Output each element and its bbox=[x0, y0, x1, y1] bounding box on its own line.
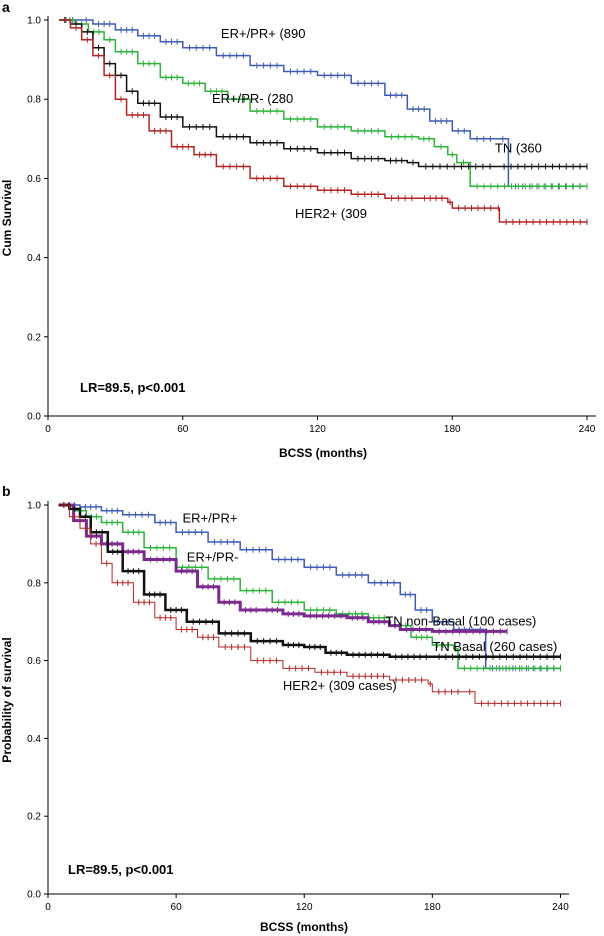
y-axis-label-b: Probability of survival bbox=[0, 637, 14, 762]
series-label-b-1: ER+/PR- bbox=[187, 549, 239, 564]
series-label-b-0: ER+/PR+ bbox=[183, 511, 238, 526]
y-tick-label: 0.8 bbox=[27, 95, 41, 106]
series-label-b-2: TN non-Basal (100 cases) bbox=[385, 614, 536, 629]
series-label-a-2: TN (360 bbox=[495, 141, 542, 156]
x-tick-label: 240 bbox=[579, 424, 596, 435]
y-tick-label: 1.0 bbox=[27, 16, 41, 27]
x-tick-label: 60 bbox=[171, 902, 183, 913]
x-axis-label-b: BCSS (months) bbox=[260, 920, 348, 934]
x-axis-label-a: BCSS (months) bbox=[279, 446, 367, 460]
y-tick-label: 0.4 bbox=[27, 253, 41, 264]
y-tick-label: 0.6 bbox=[27, 174, 41, 185]
x-tick-label: 120 bbox=[296, 902, 313, 913]
annotation-b: LR=89.5, p<0.001 bbox=[68, 862, 174, 877]
panel-label-b: b bbox=[2, 483, 11, 499]
y-tick-label: 0.2 bbox=[27, 812, 41, 823]
series-label-a-1: ER+/PR- (280 bbox=[212, 91, 293, 106]
series-label-a-3: HER2+ (309 bbox=[295, 206, 367, 221]
x-tick-label: 120 bbox=[309, 424, 326, 435]
series-line-b-4 bbox=[58, 504, 561, 704]
series-label-b-3: TN Basal (260 cases) bbox=[432, 639, 557, 654]
series-label-b-4: HER2+ (309 cases) bbox=[283, 678, 397, 693]
y-tick-label: 0.8 bbox=[27, 578, 41, 589]
x-tick-label: 60 bbox=[177, 424, 189, 435]
y-tick-label: 0.2 bbox=[27, 332, 41, 343]
y-tick-label: 0.0 bbox=[27, 412, 41, 423]
panel-b: b Probability of survival BCSS (months) … bbox=[0, 483, 569, 934]
series-line-b-3 bbox=[58, 503, 561, 658]
series-line-b-1 bbox=[58, 504, 561, 670]
x-tick-label: 0 bbox=[45, 902, 51, 913]
y-axis-label-a: Cum Survival bbox=[0, 180, 14, 257]
series-line-b-0 bbox=[58, 504, 561, 670]
series-line-b-2 bbox=[58, 503, 508, 633]
y-tick-label: 0.6 bbox=[27, 656, 41, 667]
panel-label-a: a bbox=[2, 0, 10, 15]
x-tick-label: 180 bbox=[444, 424, 461, 435]
series-line-a-0 bbox=[59, 19, 587, 188]
series-line-a-3 bbox=[59, 19, 587, 223]
plot-area-a: 0.0 0.2 0.4 0.6 0.8 1.0 0 60 120 180 240 ER+/PR+ (8… bbox=[27, 16, 596, 435]
panel-a: a Cum Survival BCSS (months) LR=89.5, p<… bbox=[0, 0, 596, 460]
x-tick-label: 240 bbox=[552, 902, 569, 913]
plot-area-b: 0.0 0.2 0.4 0.6 0.8 1.0 0 60 120 180 240 ER+/PR+ ER+… bbox=[27, 501, 569, 914]
y-tick-label: 0.0 bbox=[27, 890, 41, 901]
y-tick-label: 0.4 bbox=[27, 734, 41, 745]
annotation-a: LR=89.5, p<0.001 bbox=[80, 380, 186, 395]
series-line-a-1 bbox=[59, 19, 587, 188]
x-tick-label: 0 bbox=[45, 424, 51, 435]
series-label-a-0: ER+/PR+ (890 bbox=[221, 26, 306, 41]
y-tick-label: 1.0 bbox=[27, 501, 41, 512]
x-tick-label: 180 bbox=[424, 902, 441, 913]
